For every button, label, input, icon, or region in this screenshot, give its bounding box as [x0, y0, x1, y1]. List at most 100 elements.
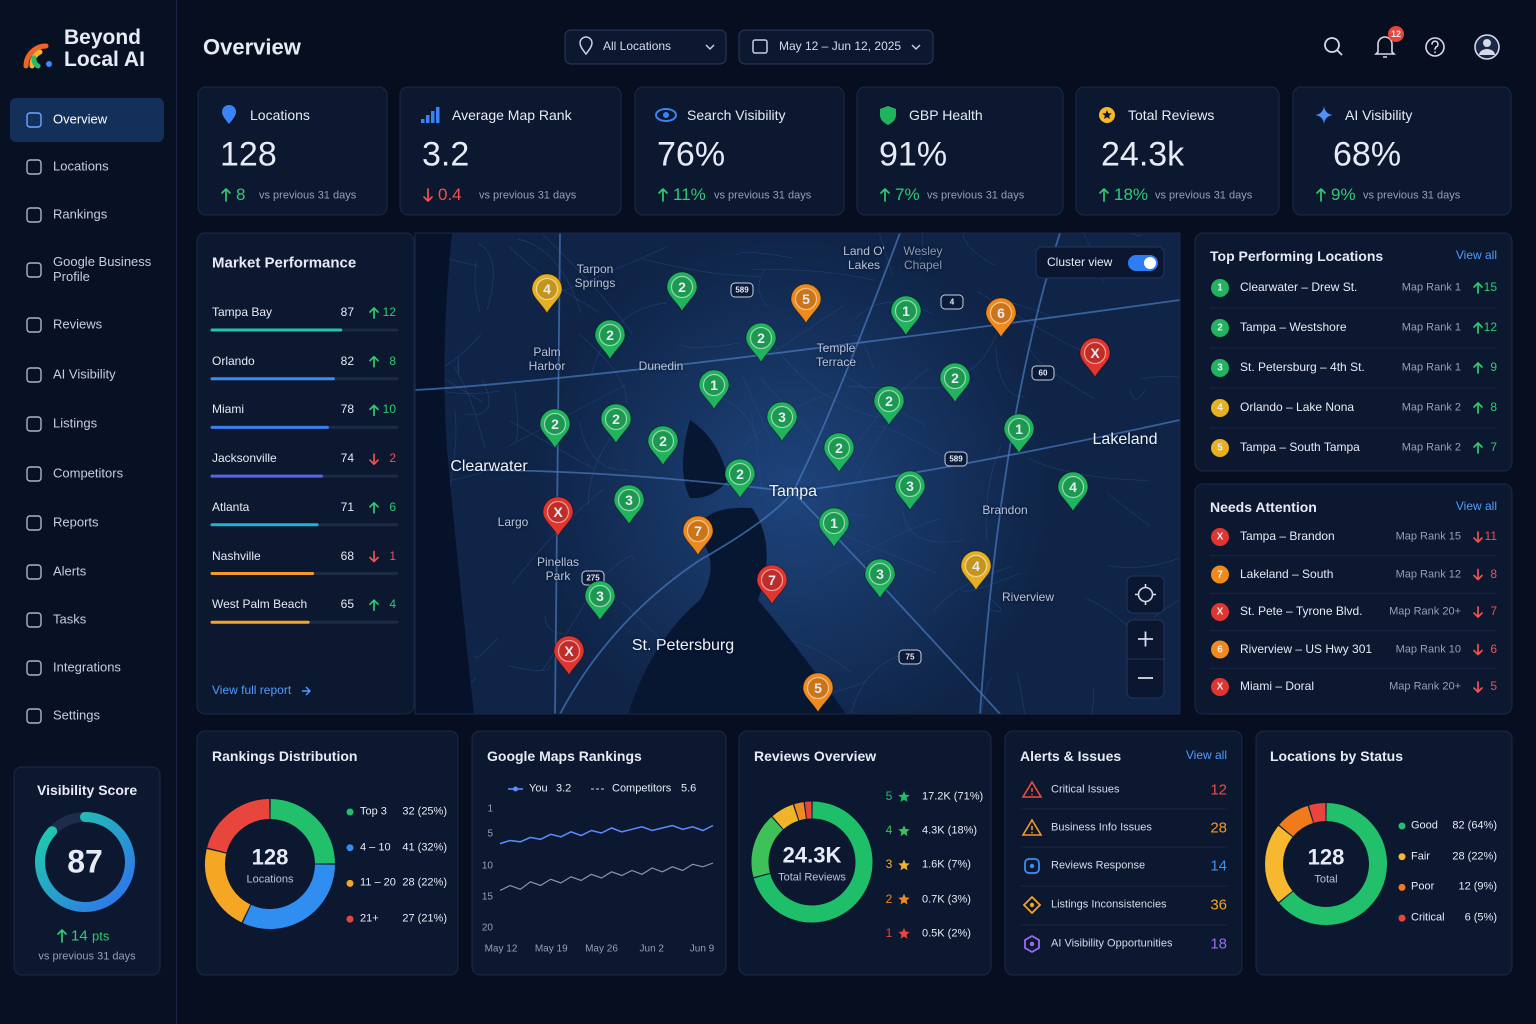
- nav-item[interactable]: Locations: [53, 158, 109, 174]
- alert-count: 28: [1210, 819, 1227, 837]
- map-pin[interactable]: [745, 322, 777, 363]
- view-all-link[interactable]: View all: [1185, 748, 1227, 763]
- map-pin[interactable]: [724, 458, 756, 499]
- map-pin-label[interactable]: 4: [1069, 478, 1077, 495]
- map-pin-label[interactable]: X: [553, 503, 563, 520]
- nav-hit[interactable]: [10, 600, 164, 640]
- map-pin[interactable]: [985, 297, 1017, 338]
- pin-icon: [579, 36, 593, 56]
- map-pin-label[interactable]: 2: [835, 439, 843, 456]
- view-all-link[interactable]: View all: [1455, 499, 1497, 514]
- map-pin[interactable]: [666, 271, 698, 312]
- map-street: [766, 481, 869, 517]
- map-pin-label[interactable]: 1: [902, 302, 910, 319]
- star-rating: 3: [885, 857, 893, 872]
- map-pin[interactable]: [1079, 337, 1111, 378]
- map-pin[interactable]: [818, 507, 850, 548]
- map-pin-label[interactable]: 7: [768, 571, 776, 588]
- map-pin[interactable]: [864, 558, 896, 599]
- map-pin[interactable]: [894, 470, 926, 511]
- rank-badge: [1211, 678, 1229, 696]
- map-pin[interactable]: [553, 635, 585, 676]
- nav-item[interactable]: Reviews: [53, 316, 103, 332]
- map-pin-label[interactable]: 3: [906, 477, 914, 494]
- nav-item[interactable]: Listings: [53, 415, 98, 431]
- nav-item[interactable]: Settings: [53, 707, 100, 723]
- map-pin[interactable]: [873, 385, 905, 426]
- map-pin-label[interactable]: 4: [543, 280, 551, 297]
- map-pin-label[interactable]: 1: [830, 514, 838, 531]
- map-pin[interactable]: [539, 408, 571, 449]
- cluster-toggle-label[interactable]: Cluster view: [1047, 255, 1113, 270]
- map-pin-label[interactable]: 5: [802, 290, 810, 307]
- map-pin[interactable]: [790, 283, 822, 324]
- kpi-label: Total Reviews: [1128, 106, 1215, 123]
- date-dropdown[interactable]: [738, 29, 934, 65]
- map-pin[interactable]: [584, 580, 616, 621]
- map-pin[interactable]: [939, 362, 971, 403]
- map-pin[interactable]: [531, 273, 563, 314]
- map-pin-label[interactable]: 7: [694, 522, 702, 539]
- nav-item[interactable]: Tasks: [53, 611, 87, 627]
- nav-item[interactable]: AI Visibility: [53, 366, 116, 382]
- view-report-link[interactable]: View full report: [212, 683, 292, 698]
- nav-hit[interactable]: [10, 552, 164, 592]
- map-pin[interactable]: [756, 564, 788, 605]
- map-highway: [554, 233, 561, 714]
- map-pin[interactable]: [1057, 471, 1089, 512]
- map-pin-label[interactable]: 2: [659, 432, 667, 449]
- map-pin-label[interactable]: 1: [1015, 420, 1023, 437]
- map-pin[interactable]: [890, 295, 922, 336]
- map-pin-label[interactable]: X: [1090, 344, 1100, 361]
- map-pin[interactable]: [613, 484, 645, 525]
- map-pin[interactable]: [766, 401, 798, 442]
- nav-item[interactable]: Overview: [53, 111, 108, 127]
- map-pin[interactable]: [802, 672, 834, 713]
- dropdown-label[interactable]: All Locations: [603, 39, 672, 54]
- kpi-value: 3.2: [422, 135, 470, 174]
- help-icon[interactable]: [1425, 37, 1445, 57]
- map-water: [415, 233, 474, 714]
- nav-item[interactable]: Reports: [53, 514, 99, 530]
- map-pin[interactable]: [1003, 413, 1035, 454]
- map-pin-label[interactable]: 2: [951, 369, 959, 386]
- locate-button[interactable]: [1126, 575, 1165, 614]
- map-pin-label[interactable]: 4: [972, 557, 980, 574]
- nav-item[interactable]: Alerts: [53, 563, 87, 579]
- map-pin-label[interactable]: 2: [736, 465, 744, 482]
- map-pin[interactable]: [600, 403, 632, 444]
- map-pin-label[interactable]: 2: [885, 392, 893, 409]
- map-pin-label[interactable]: 1: [710, 376, 718, 393]
- map-pin[interactable]: [823, 432, 855, 473]
- map-pin-label[interactable]: 3: [596, 587, 604, 604]
- map-pin-label[interactable]: 2: [678, 278, 686, 295]
- donut-center-label: Total: [1314, 873, 1338, 886]
- map-pin[interactable]: [698, 369, 730, 410]
- map-pin-label[interactable]: 6: [997, 304, 1005, 321]
- map-pin-label[interactable]: 2: [612, 410, 620, 427]
- map-pin-label[interactable]: 3: [876, 565, 884, 582]
- map-pin-label[interactable]: 2: [606, 326, 614, 343]
- map-pin[interactable]: [594, 319, 626, 360]
- zoom-in-icon[interactable]: [1138, 631, 1153, 647]
- map-pin-label[interactable]: 2: [551, 415, 559, 432]
- bell-icon[interactable]: [1374, 36, 1396, 58]
- nav-item[interactable]: Integrations: [53, 659, 121, 675]
- view-all-link[interactable]: View all: [1455, 248, 1497, 263]
- map-pin[interactable]: [960, 550, 992, 591]
- map-pin[interactable]: [682, 515, 714, 556]
- map-pin-label[interactable]: 5: [814, 679, 822, 696]
- search-icon[interactable]: [1324, 37, 1340, 53]
- nav-item[interactable]: Google Business Profile: [53, 254, 152, 284]
- map-pin-label[interactable]: 2: [757, 329, 765, 346]
- map-pin[interactable]: [542, 496, 574, 537]
- map-pin-label[interactable]: 3: [625, 491, 633, 508]
- location-dropdown[interactable]: [564, 29, 727, 65]
- map-pin-label[interactable]: X: [564, 642, 574, 659]
- map-pin[interactable]: [647, 425, 679, 466]
- nav-item[interactable]: Competitors: [53, 465, 124, 481]
- map-pin-label[interactable]: 3: [778, 408, 786, 425]
- dropdown-label[interactable]: May 12 – Jun 12, 2025: [779, 39, 902, 54]
- cluster-toggle[interactable]: [1035, 246, 1165, 279]
- nav-item[interactable]: Rankings: [53, 206, 108, 222]
